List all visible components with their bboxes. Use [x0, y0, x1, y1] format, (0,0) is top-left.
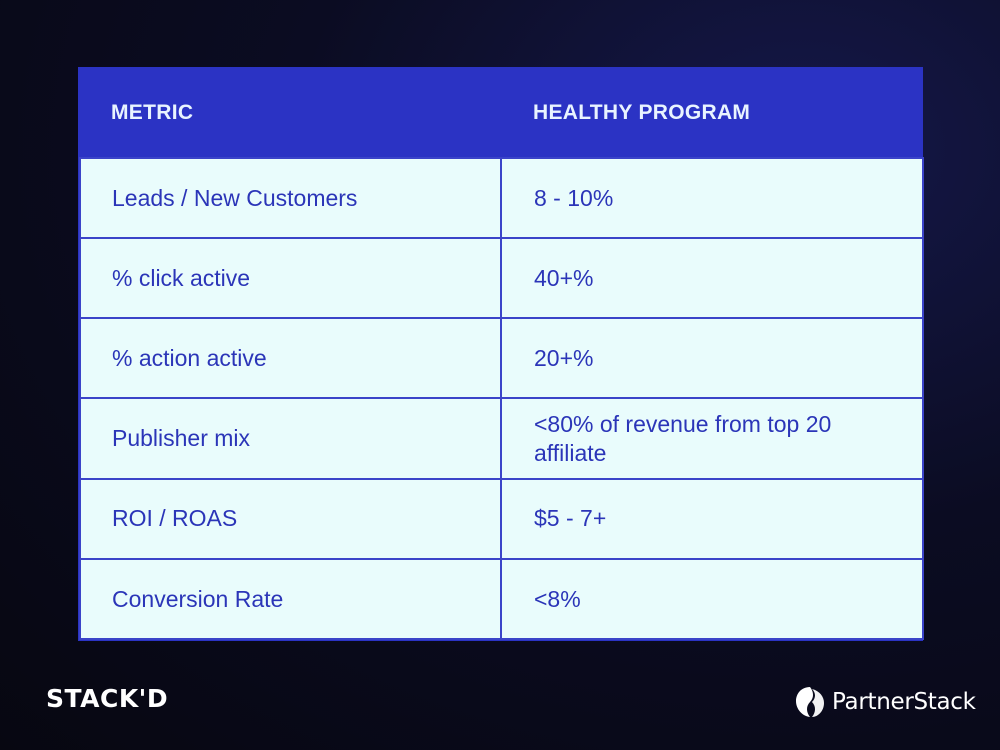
value-cell: $5 - 7+ [500, 477, 924, 560]
table-row: ROI / ROAS $5 - 7+ [79, 477, 924, 560]
header-healthy-program: HEALTHY PROGRAM [501, 68, 923, 158]
table-row: Leads / New Customers 8 - 10% [79, 156, 924, 240]
table-row: Conversion Rate <8% [79, 557, 924, 641]
metric-cell: Leads / New Customers [79, 156, 502, 240]
metric-cell: % action active [79, 317, 502, 400]
table-header-row: METRIC HEALTHY PROGRAM [80, 68, 923, 158]
table-row: Publisher mix <80% of revenue from top 2… [79, 397, 924, 480]
value-cell: 8 - 10% [500, 156, 924, 240]
metric-cell: % click active [79, 237, 502, 320]
stackd-logo: STACK'D [46, 684, 169, 713]
metric-cell: Publisher mix [79, 397, 502, 480]
value-cell: 20+% [500, 317, 924, 400]
value-cell: 40+% [500, 237, 924, 320]
header-metric: METRIC [80, 68, 501, 158]
table-row: % click active 40+% [79, 237, 924, 320]
metric-cell: Conversion Rate [79, 557, 502, 641]
partnerstack-logo: PartnerStack [795, 686, 976, 718]
metric-cell: ROI / ROAS [79, 477, 502, 560]
partnerstack-wordmark: PartnerStack [832, 689, 976, 715]
metrics-table-container: METRIC HEALTHY PROGRAM Leads / New Custo… [78, 67, 924, 641]
metrics-table: METRIC HEALTHY PROGRAM Leads / New Custo… [79, 68, 924, 641]
value-cell: <80% of revenue from top 20 affiliate [500, 397, 924, 480]
partnerstack-icon [796, 687, 824, 717]
table-row: % action active 20+% [79, 317, 924, 400]
value-cell: <8% [500, 557, 924, 641]
